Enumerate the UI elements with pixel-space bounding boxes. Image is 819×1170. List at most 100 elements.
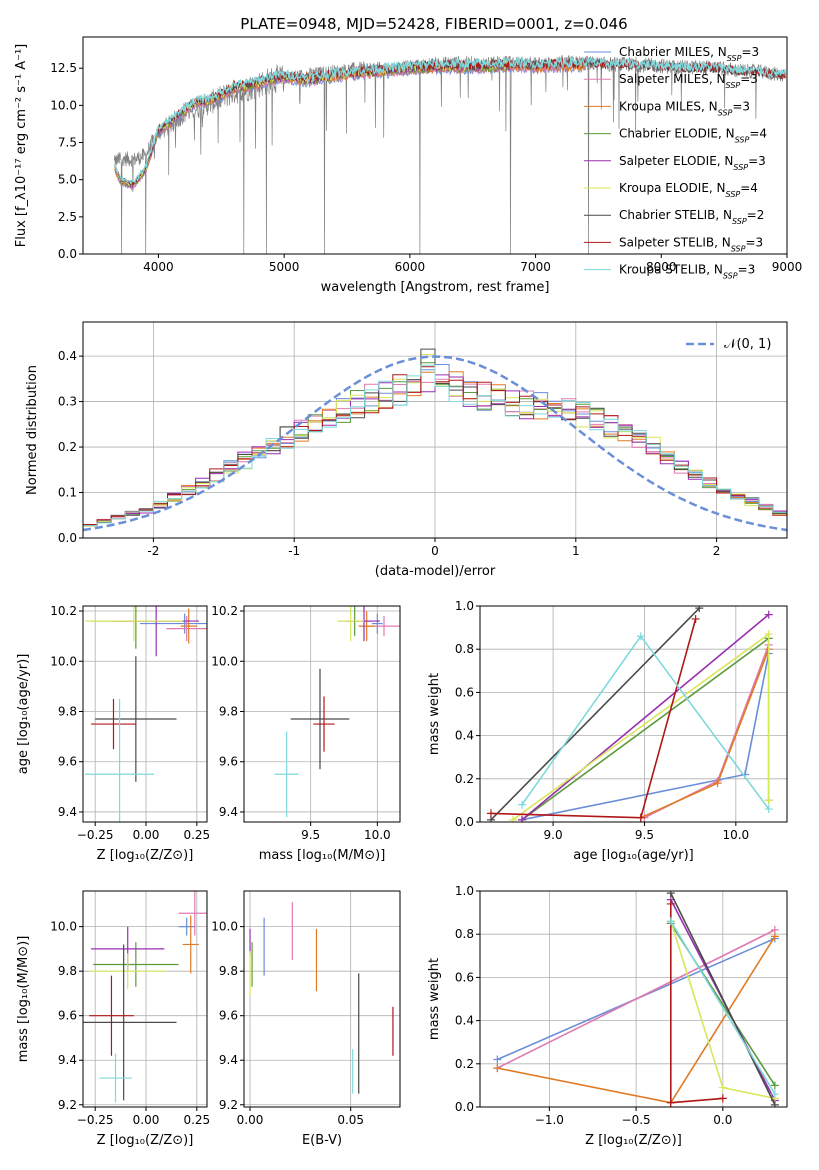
x-tick-label: -2 — [147, 544, 159, 558]
legend-label: Kroupa ELODIE, NSSP=4 — [619, 181, 758, 199]
y-tick-label: 0.6 — [455, 685, 474, 699]
error-bar-point-kroupa-stelib — [85, 698, 155, 822]
y-tick-label: 0.0 — [58, 531, 77, 545]
normal-distribution-curve — [83, 355, 787, 532]
y-tick-label: 5.0 — [58, 173, 77, 187]
error-bar-point-kroupa-elodie — [89, 953, 167, 989]
axes-border-age_vs_mass — [243, 605, 401, 823]
axes-frame-weight_vs_Z: −1.0 −0.5 0.0 0.0 0.2 0.4 0.6 0.8 1.0 Z [log₁₀(Z/… — [427, 884, 788, 1148]
y-tick-label: 9.2 — [219, 1098, 238, 1112]
x-tick-label: 4000 — [143, 260, 174, 274]
axes-frame-age_vs_Z: −0.25 0.00 0.25 9.4 9.6 9.8 10.0 10.2 Z [log₁₀(Z… — [16, 604, 210, 863]
x-tick-label: 0.00 — [133, 828, 160, 842]
axes-frame-mass_vs_ebv: 0.00 0.05 9.2 9.4 9.6 9.8 10.0 E(B-V) — [211, 890, 401, 1148]
legend-label: Salpeter MILES, NSSP=3 — [619, 72, 758, 90]
panel-residuals — [83, 322, 787, 539]
legend-label: Chabrier STELIB, NSSP=2 — [619, 208, 764, 226]
y-axis-label: Normed distribution — [25, 365, 40, 495]
y-tick-label: 2.5 — [58, 210, 77, 224]
legend-label: Chabrier ELODIE, NSSP=4 — [619, 127, 767, 145]
plus-marker — [486, 809, 495, 818]
y-tick-label: 10.0 — [50, 654, 77, 668]
x-tick-label: 10.0 — [722, 828, 749, 842]
plot-content-spectrum — [113, 54, 787, 254]
x-tick-label: −0.5 — [622, 1113, 651, 1127]
plus-marker — [518, 815, 527, 822]
x-tick-label: 0.05 — [337, 1113, 364, 1127]
error-bar-point-chabrier-elodie — [93, 942, 179, 987]
y-tick-label: 0.8 — [455, 927, 474, 941]
y-tick-label: 10.0 — [50, 98, 77, 112]
plot-area-age_vs_mass — [244, 606, 400, 822]
plus-marker — [666, 891, 675, 898]
plot-area-mass_vs_Z — [83, 891, 207, 1107]
weight-line-salpeter-miles — [496, 929, 776, 1069]
plus-marker — [770, 1081, 779, 1090]
plus-marker — [770, 1100, 779, 1107]
y-tick-label: 0.2 — [455, 772, 474, 786]
weight-line-chabrier-stelib — [490, 607, 700, 821]
error-bar-point-kroupa-miles — [180, 608, 197, 644]
plus-marker — [691, 614, 700, 623]
y-tick-label: 10.2 — [211, 604, 238, 618]
model-spectrum-kroupa-stelib — [113, 55, 787, 185]
y-tick-label: 9.6 — [219, 1009, 238, 1023]
plus-marker — [636, 632, 645, 641]
y-tick-label: 9.8 — [58, 964, 77, 978]
x-tick-label: 9.5 — [301, 828, 320, 842]
axes-frame-age_vs_mass: 9.5 10.0 9.4 9.6 9.8 10.0 10.2 mass [log₁₀(M/M⊙… — [211, 604, 401, 863]
plus-marker — [764, 796, 773, 805]
plus-marker — [718, 1083, 727, 1092]
y-tick-label: 0.0 — [455, 1100, 474, 1114]
legend-label: Kroupa STELIB, NSSP=3 — [619, 263, 755, 281]
x-tick-label: 5000 — [269, 260, 300, 274]
y-tick-label: 9.4 — [58, 805, 77, 819]
y-tick-label: 12.5 — [50, 61, 77, 75]
plot-content-age_vs_mass — [274, 606, 400, 817]
y-tick-label: 0.3 — [58, 395, 77, 409]
plus-marker — [770, 932, 779, 941]
panel-spectrum — [83, 37, 787, 254]
y-axis-label: Flux [f_λ10⁻¹⁷ erg cm⁻² s⁻¹ A⁻¹] — [14, 44, 29, 248]
error-bar-point-chabrier-miles — [139, 613, 207, 634]
y-tick-label: 10.0 — [50, 920, 77, 934]
x-axis-label: age [log₁₀(age/yr)] — [573, 848, 694, 863]
y-tick-label: 1.0 — [455, 884, 474, 898]
weight-line-chabrier-stelib — [670, 892, 776, 1106]
y-tick-label: 0.0 — [58, 247, 77, 261]
plus-marker — [666, 917, 675, 926]
x-axis-label: mass [log₁₀(M/M⊙)] — [259, 848, 386, 863]
plot-area-age_vs_Z — [83, 606, 207, 822]
x-axis-label: E(B-V) — [302, 1133, 342, 1148]
axes-border-mass_vs_Z — [82, 890, 208, 1108]
y-tick-label: 9.2 — [58, 1098, 77, 1112]
error-bar-point-kroupa-stelib — [99, 1053, 132, 1103]
axes-frame-mass_vs_Z: −0.25 0.00 0.25 9.2 9.4 9.6 9.8 10.0 Z [log₁₀(Z/… — [16, 890, 210, 1148]
error-bar-point-kroupa-stelib — [274, 731, 299, 817]
legend-label: Salpeter STELIB, NSSP=3 — [619, 235, 763, 253]
y-tick-label: 10.0 — [211, 920, 238, 934]
y-tick-label: 10.2 — [50, 604, 77, 618]
axes-border-age_vs_Z — [82, 605, 208, 823]
y-tick-label: 10.0 — [211, 654, 238, 668]
x-axis-label: Z [log₁₀(Z/Z⊙)] — [585, 1133, 682, 1148]
plus-marker — [666, 899, 675, 908]
plot-area-mass_vs_ebv — [244, 891, 400, 1107]
plot-content-mass_vs_Z — [83, 891, 207, 1103]
plot-content-weight_vs_age — [486, 606, 773, 822]
plus-marker — [666, 1098, 675, 1107]
y-tick-label: 0.2 — [58, 440, 77, 454]
y-tick-label: 9.4 — [219, 1053, 238, 1067]
plus-marker — [764, 805, 773, 814]
legend-label: Salpeter ELODIE, NSSP=3 — [619, 154, 766, 172]
legend-label: Kroupa MILES, NSSP=3 — [619, 99, 750, 117]
x-tick-label: 0.0 — [713, 1113, 732, 1127]
error-bar-point-salpeter-miles — [166, 616, 207, 642]
plot-area-spectrum — [83, 37, 787, 254]
x-axis-label: Z [log₁₀(Z/Z⊙)] — [97, 848, 194, 863]
x-tick-label: −0.25 — [77, 828, 114, 842]
panel-mass_vs_ebv — [244, 891, 400, 1107]
plus-marker — [508, 815, 517, 822]
y-tick-label: 0.8 — [455, 642, 474, 656]
